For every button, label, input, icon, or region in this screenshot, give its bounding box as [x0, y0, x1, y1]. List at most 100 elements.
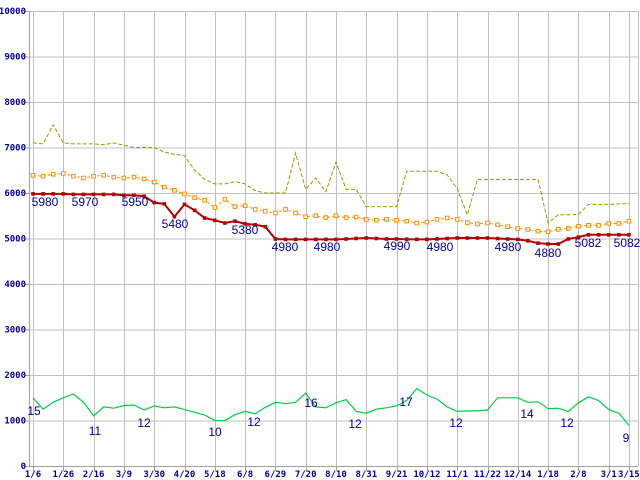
- marker-avg-price: [404, 218, 409, 224]
- marker-avg-price: [172, 188, 177, 193]
- x-axis-label: 1/6: [25, 470, 41, 480]
- marker-avg-price: [252, 207, 258, 212]
- shop-count-annotation: 12: [137, 416, 151, 430]
- marker-min-price: [445, 236, 449, 241]
- x-axis-label: 1/18: [537, 470, 559, 480]
- marker-avg-price: [485, 220, 490, 226]
- marker-avg-price: [263, 208, 268, 214]
- marker-min-price: [526, 239, 530, 243]
- marker-min-price: [354, 236, 358, 241]
- shop-count-annotation: 16: [304, 396, 318, 410]
- shop-count-annotation: 15: [27, 404, 41, 418]
- marker-avg-price: [232, 204, 238, 209]
- y-axis-label: 8000: [4, 98, 26, 108]
- marker-avg-price: [364, 217, 369, 222]
- marker-avg-price: [343, 215, 349, 220]
- marker-avg-price: [535, 228, 541, 234]
- marker-avg-price: [465, 220, 470, 225]
- marker-avg-price: [353, 214, 359, 220]
- marker-avg-price: [576, 223, 581, 229]
- marker-min-price: [132, 193, 136, 198]
- marker-min-price: [112, 192, 116, 197]
- marker-min-price: [162, 202, 167, 206]
- series-shop-count-x100: [32, 387, 630, 426]
- marker-avg-price: [333, 213, 339, 218]
- marker-min-price: [536, 241, 540, 245]
- marker-min-price: [617, 233, 621, 237]
- y-axis-label: 3000: [4, 326, 26, 336]
- marker-min-price: [223, 221, 227, 225]
- marker-avg-price: [111, 174, 117, 180]
- marker-avg-price: [131, 174, 137, 180]
- marker-min-price: [233, 219, 237, 223]
- marker-avg-price: [283, 207, 288, 212]
- marker-min-price: [586, 233, 591, 237]
- price-annotation: 4980: [495, 240, 522, 254]
- y-axis-label: 7000: [4, 144, 26, 154]
- marker-avg-price: [313, 213, 319, 218]
- marker-avg-price: [434, 217, 440, 222]
- marker-min-price: [71, 192, 76, 197]
- marker-min-price: [415, 237, 419, 242]
- marker-min-price: [556, 242, 560, 246]
- marker-min-price: [122, 193, 126, 198]
- marker-min-price: [606, 233, 611, 237]
- marker-min-price: [455, 236, 459, 240]
- price-annotation: 4980: [427, 240, 454, 254]
- marker-min-price: [485, 236, 490, 240]
- marker-avg-price: [414, 220, 420, 226]
- x-axis-label: 1/26: [52, 470, 74, 480]
- shop-count-annotation: 9: [623, 431, 630, 445]
- x-axis-label: 12/14: [504, 470, 532, 480]
- marker-min-price: [374, 236, 379, 241]
- marker-min-price: [465, 236, 470, 240]
- marker-avg-price: [61, 171, 66, 176]
- marker-avg-price: [293, 210, 298, 216]
- y-axis-label: 5000: [4, 235, 26, 245]
- axis-label-layer: 0 1000 2000 3000 4000 5000 6000 7000 8000 9000 100…: [0, 7, 640, 480]
- marker-avg-price: [505, 224, 510, 229]
- x-axis-label: 6/8: [237, 470, 253, 480]
- marker-min-price: [182, 202, 187, 207]
- marker-min-price: [192, 208, 197, 213]
- price-annotation: 5980: [32, 195, 59, 209]
- x-axis-label: 2/8: [570, 470, 586, 480]
- marker-avg-price: [475, 221, 480, 227]
- marker-avg-price: [566, 226, 571, 231]
- x-axis-label: 7/20: [295, 470, 317, 480]
- shop-count-annotation: 17: [399, 395, 413, 409]
- marker-avg-price: [545, 229, 551, 234]
- x-axis-label: 3/15: [618, 470, 640, 480]
- marker-avg-price: [616, 221, 622, 226]
- count-annotation-layer: 15 11 12 10 12 16 12 17 12 14 12 9: [27, 395, 629, 445]
- series-line-shop-count-x100: [32, 387, 630, 426]
- y-axis-label: 10000: [0, 7, 26, 17]
- marker-avg-price: [50, 172, 56, 177]
- marker-min-price: [81, 192, 86, 197]
- shop-count-annotation: 14: [520, 407, 534, 421]
- x-axis-label: 10/12: [413, 470, 440, 480]
- marker-min-price: [142, 194, 146, 198]
- marker-min-price: [384, 237, 389, 241]
- marker-avg-price: [394, 218, 399, 223]
- marker-min-price: [435, 237, 439, 241]
- marker-avg-price: [192, 195, 197, 200]
- marker-min-price: [566, 237, 571, 241]
- marker-min-price: [303, 237, 308, 242]
- price-annotation: 5480: [162, 217, 189, 231]
- marker-avg-price: [596, 223, 601, 228]
- marker-avg-price: [444, 215, 450, 221]
- marker-min-price: [314, 237, 318, 242]
- marker-min-price: [324, 237, 328, 242]
- y-axis-label: 0: [21, 462, 26, 472]
- marker-min-price: [576, 235, 581, 239]
- marker-min-price: [404, 237, 409, 241]
- x-axis-label: 2/16: [83, 470, 105, 480]
- marker-min-price: [495, 236, 500, 241]
- marker-avg-price: [454, 217, 460, 222]
- x-axis-label: 3/9: [116, 470, 132, 480]
- marker-min-price: [293, 237, 298, 242]
- marker-min-price: [596, 233, 601, 237]
- marker-avg-price: [202, 198, 207, 203]
- marker-avg-price: [182, 191, 187, 197]
